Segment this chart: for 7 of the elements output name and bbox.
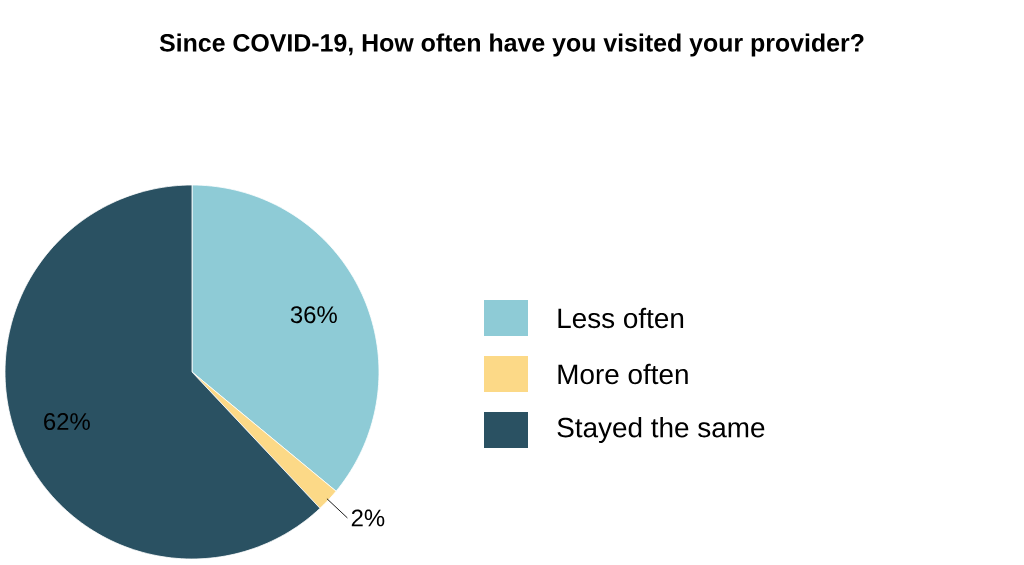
data-label: 2% (351, 509, 385, 527)
data-label: 62% (44, 413, 90, 431)
legend-label: Less often (558, 307, 684, 329)
data-label: 36% (290, 306, 337, 324)
legend-label: Stayed the same (557, 417, 765, 443)
chart-title: Since COVID-19, How often have you visited your provider? (159, 33, 864, 57)
legend-label: More often (558, 363, 688, 385)
